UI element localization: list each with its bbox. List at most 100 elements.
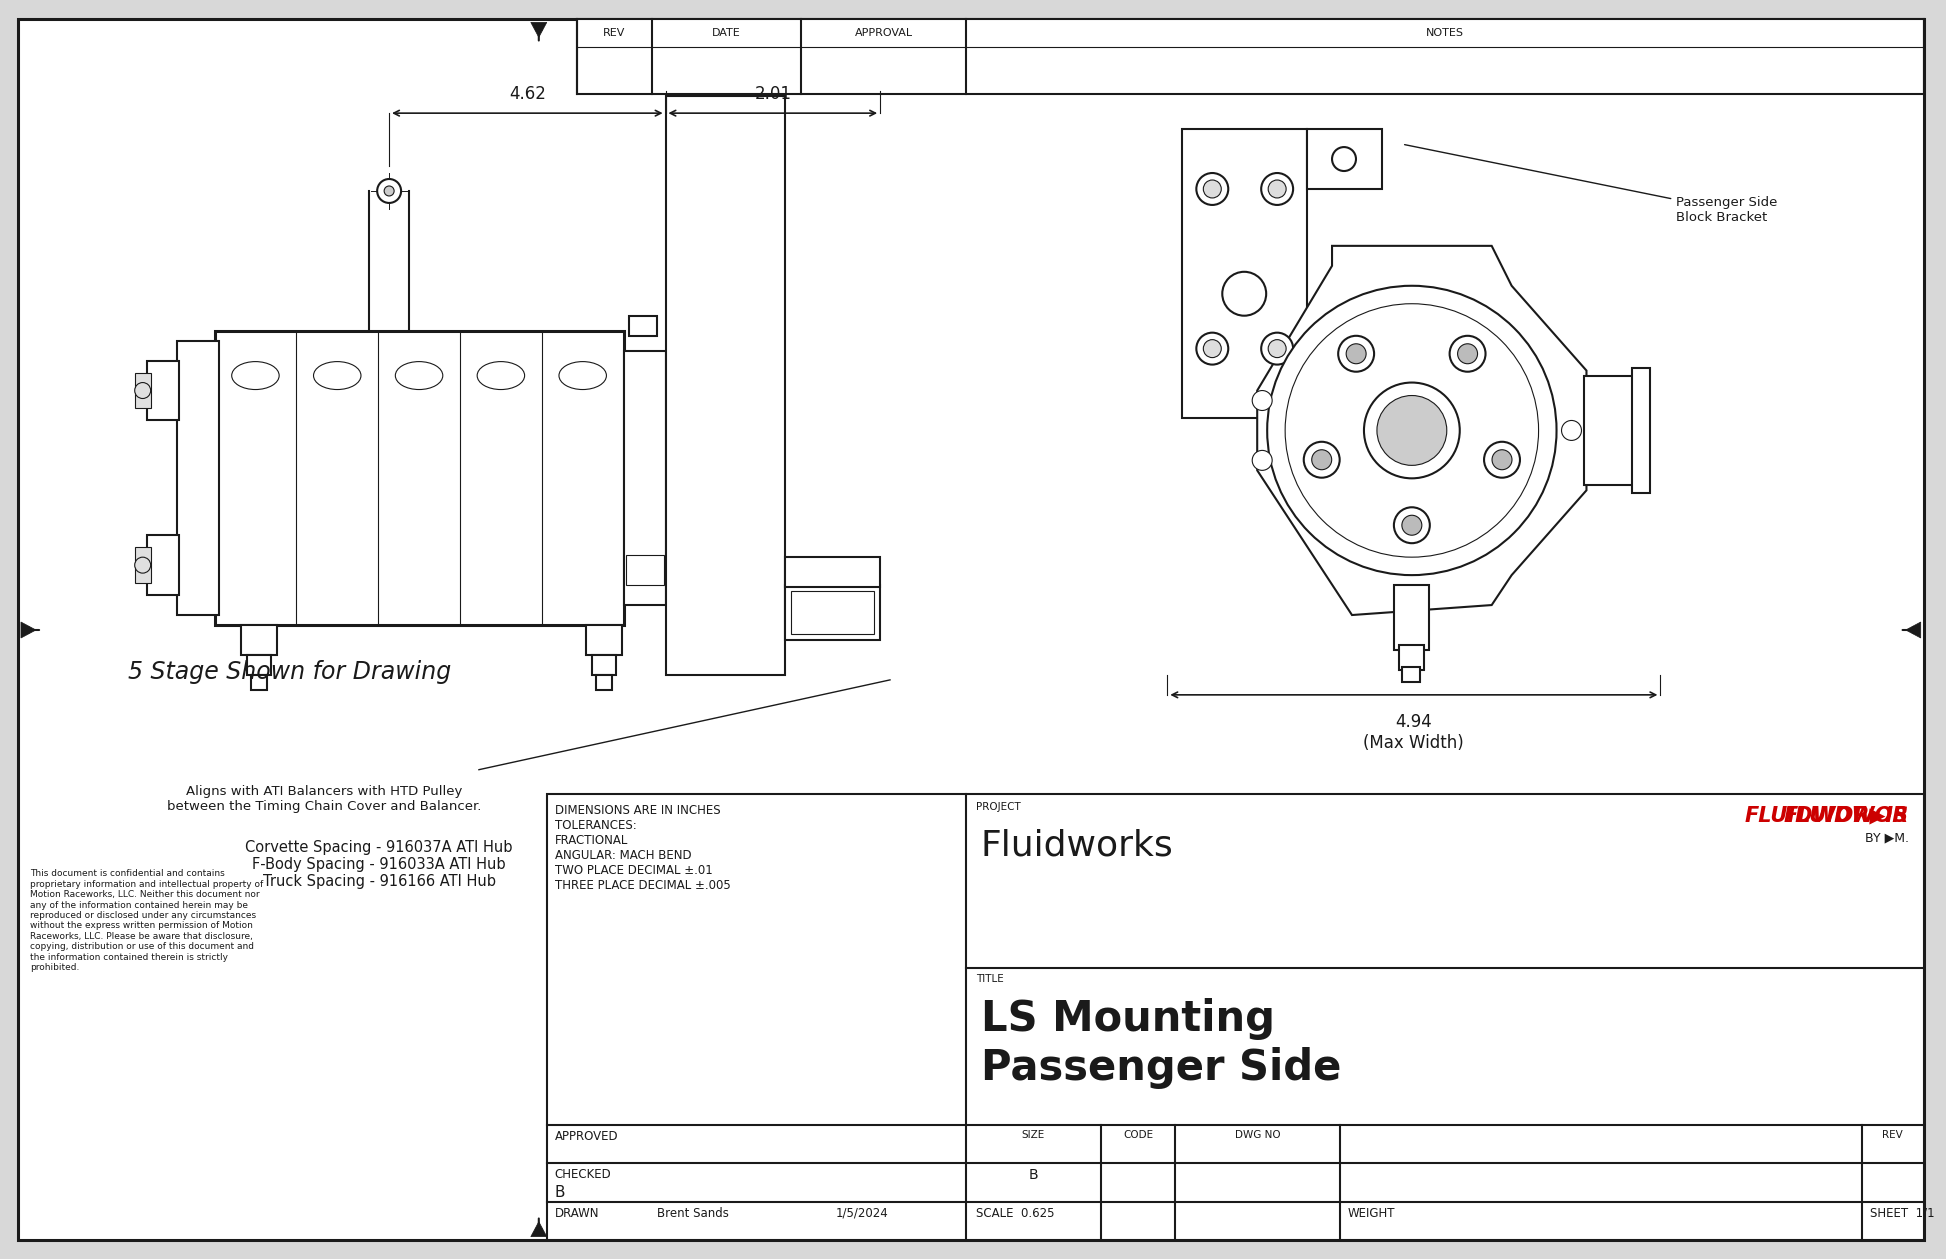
Circle shape [1284, 303, 1539, 558]
Circle shape [1251, 390, 1273, 410]
Circle shape [1339, 336, 1374, 371]
Polygon shape [1257, 246, 1586, 616]
Circle shape [1197, 172, 1228, 205]
Circle shape [1364, 383, 1460, 478]
Ellipse shape [477, 361, 525, 389]
Text: APPROVED: APPROVED [555, 1129, 619, 1143]
Circle shape [1401, 515, 1423, 535]
Ellipse shape [395, 361, 444, 389]
Bar [625, 555, 664, 585]
Text: CODE: CODE [1123, 1129, 1154, 1139]
Bar [595, 675, 611, 690]
Text: 1/5/2024: 1/5/2024 [837, 1206, 889, 1220]
Text: Passenger Side
Block Bracket: Passenger Side Block Bracket [1405, 145, 1777, 224]
Circle shape [1267, 286, 1557, 575]
Text: This document is confidential and contains
proprietary information and intellect: This document is confidential and contai… [29, 870, 263, 972]
Bar [1401, 667, 1421, 682]
Text: B: B [1027, 1168, 1037, 1182]
Text: CHECKED: CHECKED [555, 1168, 611, 1181]
Polygon shape [531, 23, 547, 38]
Circle shape [1261, 172, 1294, 205]
Text: B: B [555, 1185, 564, 1200]
Text: 4.62: 4.62 [510, 86, 545, 103]
Circle shape [1393, 507, 1430, 543]
Circle shape [1347, 344, 1366, 364]
Bar [214, 331, 623, 624]
Text: DATE: DATE [712, 28, 741, 38]
Text: TITLE: TITLE [975, 974, 1004, 985]
Circle shape [1450, 336, 1485, 371]
Text: Corvette Spacing - 916037A ATI Hub
F-Body Spacing - 916033A ATI Hub
Truck Spacin: Corvette Spacing - 916037A ATI Hub F-Bod… [245, 840, 514, 889]
Bar [241, 624, 278, 655]
Bar [146, 360, 179, 421]
Bar [134, 373, 150, 408]
Text: 2.01: 2.01 [755, 86, 792, 103]
Bar [247, 655, 270, 675]
Text: Aligns with ATI Balancers with HTD Pulley
between the Timing Chain Cover and Bal: Aligns with ATI Balancers with HTD Pulle… [167, 784, 481, 812]
Bar [177, 341, 218, 616]
Text: SIZE: SIZE [1022, 1129, 1045, 1139]
Ellipse shape [559, 361, 607, 389]
Bar [1633, 368, 1650, 494]
Circle shape [1261, 332, 1294, 365]
Text: Brent Sands: Brent Sands [656, 1206, 728, 1220]
Text: DRAWN: DRAWN [555, 1206, 599, 1220]
Circle shape [1378, 395, 1446, 466]
Circle shape [1203, 340, 1222, 358]
Bar [146, 535, 179, 596]
Text: 5 Stage Shown for Drawing: 5 Stage Shown for Drawing [128, 660, 451, 684]
Bar [786, 585, 880, 640]
Text: DIMENSIONS ARE IN INCHES
TOLERANCES:
FRACTIONAL
ANGULAR: MACH BEND
TWO PLACE DEC: DIMENSIONS ARE IN INCHES TOLERANCES: FRA… [555, 803, 730, 891]
Ellipse shape [313, 361, 360, 389]
Bar [1308, 130, 1382, 189]
Circle shape [1251, 451, 1273, 471]
Circle shape [1304, 442, 1339, 477]
Circle shape [134, 558, 150, 573]
Circle shape [1312, 449, 1331, 470]
Circle shape [1197, 332, 1228, 365]
Polygon shape [21, 622, 35, 638]
Bar [1584, 375, 1644, 485]
Bar [1393, 585, 1428, 650]
Text: REV: REV [603, 28, 625, 38]
Text: SHEET  1/1: SHEET 1/1 [1870, 1206, 1934, 1220]
Text: Fluidworks: Fluidworks [981, 828, 1173, 862]
Circle shape [1269, 180, 1286, 198]
Bar [251, 675, 267, 690]
Circle shape [383, 186, 395, 196]
Text: LS Mounting
Passenger Side: LS Mounting Passenger Side [981, 998, 1341, 1089]
Text: 4.94
(Max Width): 4.94 (Max Width) [1364, 713, 1463, 752]
Circle shape [1203, 180, 1222, 198]
Bar [547, 793, 1925, 1240]
Text: PROJECT: PROJECT [975, 802, 1020, 812]
Ellipse shape [232, 361, 278, 389]
Polygon shape [1905, 622, 1921, 638]
Bar [586, 624, 621, 655]
Text: BY ▶M.: BY ▶M. [1864, 831, 1909, 845]
Polygon shape [531, 1221, 547, 1236]
Text: NOTES: NOTES [1426, 28, 1463, 38]
Circle shape [134, 383, 150, 399]
Text: FLUIDWOR▶IS: FLUIDWOR▶IS [1746, 806, 1909, 826]
Bar [1183, 130, 1308, 418]
Bar [786, 558, 880, 587]
Circle shape [1458, 344, 1477, 364]
Text: DWG NO: DWG NO [1236, 1129, 1280, 1139]
Polygon shape [1308, 418, 1477, 593]
Bar [792, 590, 874, 635]
Bar [623, 350, 666, 606]
Text: REV: REV [1882, 1129, 1903, 1139]
Circle shape [378, 179, 401, 203]
Circle shape [1485, 442, 1520, 477]
Bar [592, 655, 615, 675]
Bar [666, 96, 786, 675]
Bar [134, 548, 150, 583]
Bar [629, 316, 656, 336]
Text: SCALE  0.625: SCALE 0.625 [975, 1206, 1055, 1220]
Circle shape [1493, 449, 1512, 470]
Text: WEIGHT: WEIGHT [1349, 1206, 1395, 1220]
Text: APPROVAL: APPROVAL [854, 28, 913, 38]
Bar [1399, 645, 1424, 670]
Text: FLUIDWOR: FLUIDWOR [1783, 806, 1909, 826]
Bar [576, 19, 1925, 94]
